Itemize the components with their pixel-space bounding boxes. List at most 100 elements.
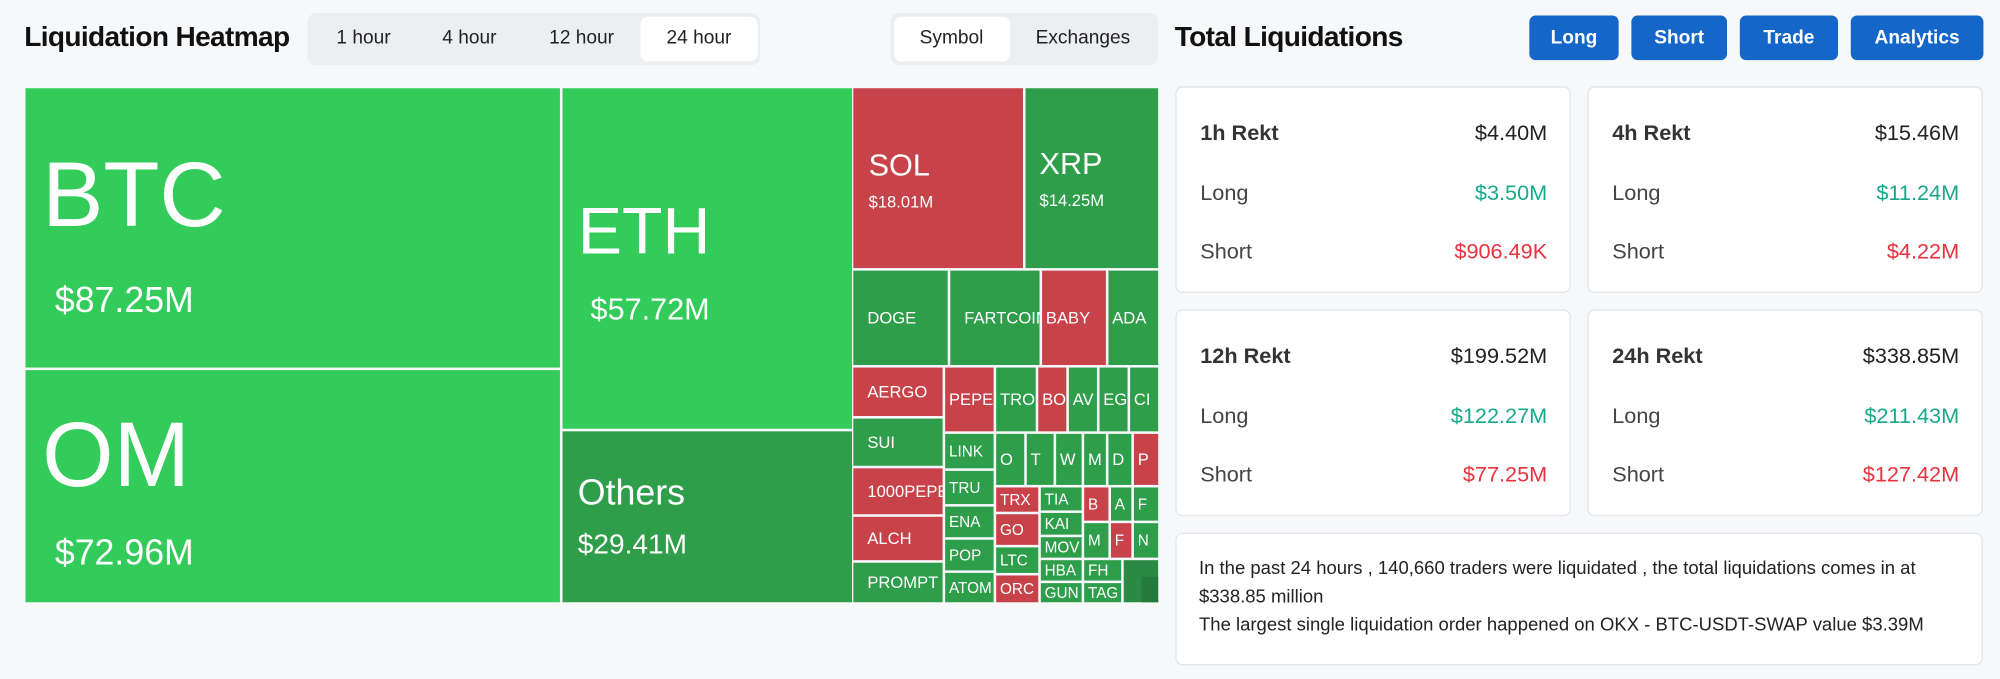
button[interactable] [1739, 15, 1839, 61]
tile[interactable] [1133, 433, 1159, 485]
tile[interactable] [945, 539, 994, 571]
tile[interactable] [853, 270, 948, 366]
tile-text: ETH $57.72M [578, 195, 711, 327]
tile[interactable] [1025, 88, 1159, 269]
tile[interactable] [1110, 487, 1132, 521]
tile-value: $57.72M [591, 293, 710, 327]
heatmap-title: Liquidation Heatmap [24, 21, 289, 52]
tile[interactable] [1133, 523, 1159, 558]
tile[interactable] [1026, 433, 1054, 485]
time-tab[interactable]: 4 hour [442, 28, 497, 49]
tile[interactable] [853, 418, 943, 466]
tile-label: TRU [949, 480, 980, 497]
tile-text: AV [1073, 390, 1094, 409]
tile-text: M [1088, 450, 1102, 469]
tile[interactable] [945, 506, 994, 538]
tile-label: W [1060, 450, 1076, 469]
tile-label: A [1115, 496, 1126, 513]
card-value: $77.25M [1463, 462, 1547, 487]
tile[interactable] [996, 433, 1025, 485]
tile[interactable] [1056, 433, 1082, 485]
tile[interactable] [562, 88, 853, 429]
tile-value: $29.41M [578, 529, 687, 560]
tile[interactable] [562, 431, 853, 603]
tile[interactable] [996, 547, 1039, 573]
view-tab[interactable]: Symbol [920, 28, 984, 49]
time-tab[interactable]: 12 hour [549, 28, 614, 49]
tile[interactable] [1068, 367, 1097, 432]
time-tab[interactable]: 24 hour [667, 28, 732, 49]
tile[interactable] [996, 487, 1039, 512]
tile[interactable] [1040, 583, 1082, 603]
time-tab[interactable]: 1 hour [336, 28, 391, 49]
tile-text: ALCH [867, 529, 911, 548]
tile-text: O [1000, 450, 1013, 469]
summary: In the past 24 hours , 140,660 traders w… [1176, 533, 1982, 639]
tile-label: ADA [1112, 308, 1147, 327]
tile[interactable] [996, 575, 1039, 603]
tile[interactable] [945, 433, 994, 469]
tile[interactable] [1084, 433, 1106, 485]
tile[interactable] [1108, 433, 1132, 485]
button-label[interactable]: Long [1551, 28, 1598, 49]
tile-label: PROMPT [867, 573, 938, 592]
tile[interactable] [853, 468, 943, 515]
view-tab[interactable]: Exchanges [1036, 28, 1131, 49]
tile[interactable] [853, 88, 1023, 269]
tile[interactable] [996, 514, 1039, 545]
tile-text: T [1031, 450, 1041, 469]
tile[interactable] [1040, 560, 1082, 581]
tile-label: ETH [578, 195, 711, 269]
button[interactable] [1529, 15, 1619, 61]
tile-label: BTC [42, 144, 226, 246]
button-label[interactable]: Short [1654, 28, 1705, 49]
tile[interactable] [1110, 523, 1132, 558]
tile-text: TRX [1000, 492, 1031, 509]
tile-text: M [1088, 533, 1101, 550]
card [1587, 86, 1983, 293]
tile[interactable] [1038, 367, 1067, 432]
tile[interactable] [1084, 560, 1122, 581]
tile[interactable] [1084, 487, 1109, 521]
tile-text: TAG [1088, 585, 1118, 602]
tile-label: SOL [869, 148, 930, 182]
tile-label: N [1138, 533, 1149, 550]
tile-text: KAI [1045, 516, 1070, 533]
tile[interactable] [1099, 367, 1128, 432]
tile[interactable] [1130, 367, 1159, 432]
tile-label: TAG [1088, 585, 1118, 602]
tile-text: OM $72.96M [42, 404, 194, 572]
tile-value: $87.25M [55, 280, 194, 320]
card-value: $15.46M [1875, 120, 1959, 145]
tile[interactable] [25, 370, 560, 603]
button[interactable] [1631, 15, 1728, 61]
tile[interactable] [25, 88, 560, 368]
tile[interactable] [853, 367, 943, 417]
summary-line: The largest single liquidation order hap… [1198, 615, 1924, 636]
button[interactable] [1850, 15, 1984, 61]
tile-text: TRU [949, 480, 980, 497]
tile[interactable] [853, 516, 943, 561]
tile[interactable] [1108, 270, 1159, 366]
tile[interactable] [1040, 512, 1082, 535]
tile[interactable] [950, 270, 1040, 366]
tile[interactable] [1042, 270, 1106, 366]
tile[interactable] [945, 470, 994, 505]
tile-text: PEPE [949, 390, 993, 409]
tile[interactable] [996, 367, 1036, 432]
tile-label: FARTCOIN [964, 308, 1048, 327]
tile[interactable] [1040, 487, 1082, 511]
tile[interactable] [853, 562, 943, 603]
tile[interactable] [1084, 583, 1122, 603]
tile[interactable] [1084, 523, 1109, 558]
tile[interactable] [945, 572, 994, 603]
button-label[interactable]: Analytics [1875, 28, 1960, 49]
button-label[interactable]: Trade [1763, 28, 1814, 49]
card-value: $906.49K [1454, 238, 1547, 263]
tile[interactable] [945, 367, 994, 432]
card [1175, 86, 1571, 293]
tile[interactable] [1133, 487, 1159, 521]
tile[interactable] [1040, 537, 1082, 558]
card-label: 24h Rekt [1612, 343, 1702, 368]
